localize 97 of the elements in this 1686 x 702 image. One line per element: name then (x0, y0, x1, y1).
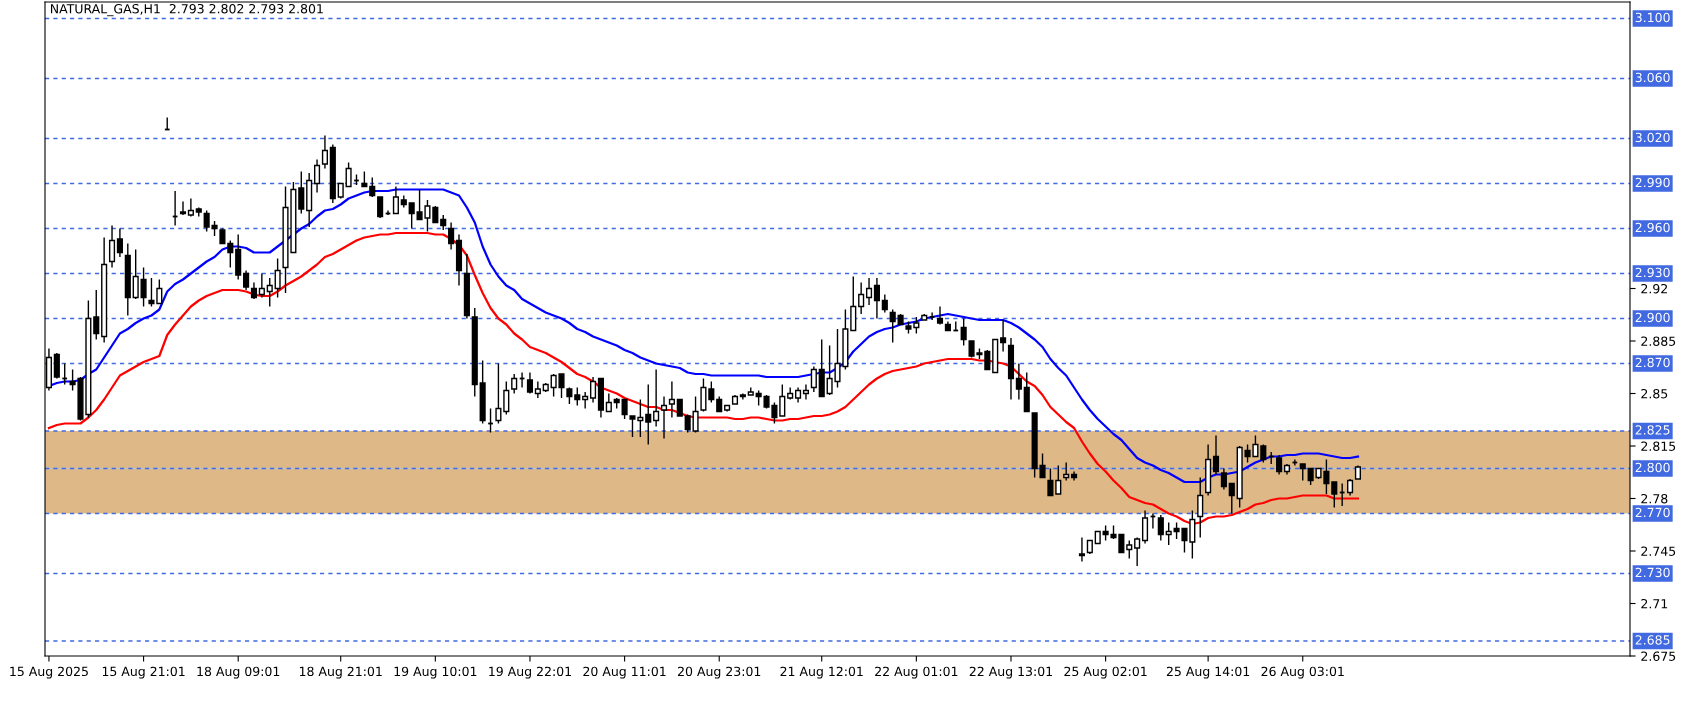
candlestick (1047, 467, 1054, 497)
candlestick (660, 395, 668, 440)
chart-title: NATURAL_GAS,H1 2.793 2.802 2.793 2.801 (50, 3, 323, 17)
x-tick-label: 22 Aug 01:01 (875, 666, 958, 679)
ref-line-label: 2.870 (1635, 357, 1670, 368)
candlestick (1331, 481, 1338, 509)
candlestick (274, 257, 281, 299)
candlestick (589, 376, 597, 404)
y-tick-label: 2.78 (1641, 493, 1668, 504)
y-tick-label: 2.745 (1641, 546, 1676, 556)
candlestick (1228, 482, 1235, 515)
candlestick (668, 380, 675, 419)
candlestick (779, 383, 786, 417)
x-tick-label: 20 Aug 23:01 (677, 666, 761, 679)
x-tick-label: 25 Aug 02:01 (1064, 666, 1147, 679)
ref-line-label: 2.990 (1635, 177, 1670, 188)
candlestick (1015, 362, 1022, 401)
candlestick (227, 239, 234, 269)
candlestick (1165, 521, 1172, 546)
candlestick (1157, 514, 1164, 542)
candlestick (187, 197, 194, 218)
candlestick (960, 317, 967, 347)
y-tick-label: 2.675 (1641, 651, 1676, 661)
x-tick-label: 22 Aug 13:01 (969, 666, 1052, 679)
candlestick (53, 352, 60, 380)
candlestick (653, 368, 660, 428)
y-tick-label: 2.71 (1641, 598, 1668, 609)
ref-line-label: 2.900 (1635, 312, 1670, 323)
candlestick (140, 266, 147, 308)
candlestick (377, 196, 384, 219)
x-tick-label: 18 Aug 21:01 (299, 666, 382, 679)
candlestick (1000, 319, 1007, 353)
candlestick (526, 371, 534, 395)
y-tick-label: 2.815 (1641, 441, 1676, 451)
x-tick-label: 20 Aug 11:01 (583, 666, 666, 679)
x-tick-label: 25 Aug 14:01 (1166, 666, 1250, 679)
ref-line-label: 3.060 (1635, 72, 1670, 83)
y-tick-label: 2.92 (1641, 283, 1667, 294)
ref-line-label: 2.730 (1635, 567, 1670, 578)
candlestick (1141, 509, 1149, 545)
ref-line-label: 2.825 (1635, 425, 1670, 435)
candlestick (1220, 467, 1227, 491)
x-tick-label: 19 Aug 10:01 (394, 666, 477, 679)
candlestick (1276, 454, 1283, 476)
x-tick-label: 21 Aug 12:01 (780, 666, 863, 679)
candlestick (266, 277, 273, 308)
candlestick (621, 398, 628, 420)
ref-line-label: 2.930 (1635, 267, 1670, 278)
candlestick (116, 227, 123, 258)
y-tick-label: 2.885 (1641, 336, 1676, 346)
candlestick (448, 221, 455, 251)
candlestick (503, 380, 510, 416)
candlestick (936, 305, 944, 326)
candlestick (582, 391, 589, 410)
ref-line-label: 2.800 (1635, 462, 1670, 473)
ref-line-label: 3.100 (1635, 12, 1670, 23)
candlestick (850, 275, 857, 332)
candlestick (108, 224, 116, 269)
candlestick (534, 380, 541, 399)
candlestick (392, 185, 399, 215)
candlestick (408, 202, 415, 230)
candlestick (495, 362, 502, 425)
candlestick (298, 170, 305, 215)
candlestick (802, 383, 810, 401)
x-tick-label: 19 Aug 22:01 (489, 666, 571, 679)
candlestick (93, 289, 100, 341)
candlestick (889, 308, 896, 344)
ref-line-label: 2.685 (1635, 635, 1670, 645)
x-tick-label: 15 Aug 2025 (10, 666, 88, 679)
candlestick (810, 365, 817, 393)
candlestick (179, 200, 187, 216)
candlestick (1212, 434, 1220, 476)
candlestick (369, 176, 376, 198)
candlestick (1063, 461, 1070, 482)
candlestick (321, 134, 328, 170)
x-tick-label: 15 Aug 21:01 (102, 666, 185, 679)
candlestick (313, 158, 321, 194)
candlestick (511, 373, 518, 395)
candlestick (258, 272, 265, 299)
candlestick (645, 383, 652, 446)
ref-line-label: 3.020 (1635, 132, 1670, 143)
candlestick (1134, 536, 1141, 567)
candlestick (345, 161, 352, 188)
ref-line-label: 2.770 (1635, 507, 1670, 518)
candlestick (873, 277, 880, 320)
candlestick (1055, 464, 1062, 495)
candlestick (243, 269, 250, 291)
x-tick-label: 18 Aug 09:01 (197, 666, 280, 679)
candlestick (1078, 536, 1086, 563)
candlestick (132, 248, 139, 300)
candlestick (865, 277, 873, 306)
x-tick-label: 26 Aug 03:01 (1261, 666, 1344, 679)
candlestick (1197, 476, 1204, 539)
candlestick (1023, 371, 1030, 413)
y-tick-label: 2.85 (1641, 388, 1668, 399)
ref-line-label: 2.960 (1635, 222, 1670, 233)
candlestick (858, 281, 865, 315)
